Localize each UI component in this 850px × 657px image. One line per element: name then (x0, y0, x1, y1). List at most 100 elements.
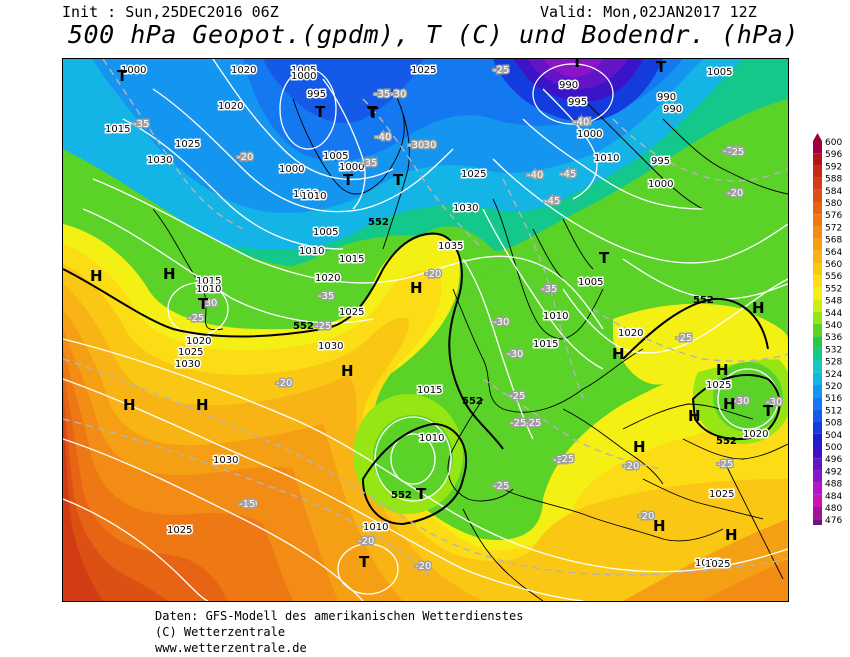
isohypse-label: 552 (716, 436, 737, 447)
legend-swatch (813, 311, 822, 324)
temperature-label: -35 (374, 89, 390, 100)
pressure-label: 1010 (363, 522, 388, 533)
temperature-label: -25 (676, 333, 692, 344)
legend-level-label: 568 (825, 236, 842, 246)
legend-level-label: 540 (825, 321, 842, 331)
temperature-label: -25 (558, 454, 574, 465)
legend-level-label: 592 (825, 162, 842, 172)
pressure-center-marker: T (343, 171, 354, 189)
temperature-label: -25 (509, 391, 525, 402)
legend-swatch (813, 494, 822, 507)
pressure-label: 1000 (577, 129, 602, 140)
pressure-label: 1020 (218, 101, 243, 112)
pressure-label: 995 (307, 89, 326, 100)
pressure-center-marker: T (416, 485, 427, 503)
pressure-label: 1035 (438, 241, 463, 252)
pressure-label: 1025 (175, 139, 200, 150)
pressure-center-marker: H (723, 395, 736, 413)
pressure-center-marker: T (656, 59, 667, 76)
legend-level-label: 588 (825, 175, 842, 185)
pressure-label: 990 (559, 80, 578, 91)
legend-swatch (813, 482, 822, 495)
legend-swatch (813, 470, 822, 483)
legend-level-label: 484 (825, 492, 842, 502)
legend-swatch (813, 458, 822, 471)
pressure-label: 995 (651, 156, 670, 167)
temperature-label: -40 (573, 117, 589, 128)
temperature-label: -35 (575, 117, 591, 128)
pressure-label: 1010 (301, 191, 326, 202)
legend-level-label: 512 (825, 406, 842, 416)
temperature-isotherms (63, 59, 788, 580)
temperature-label: -30 (733, 396, 749, 407)
temperature-label: -35 (541, 284, 557, 295)
pressure-center-marker: H (716, 361, 729, 379)
pressure-center-marker: T (599, 249, 610, 267)
legend-swatch (813, 202, 822, 215)
temperature-label: -30 (766, 397, 782, 408)
pressure-label: 1010 (196, 284, 221, 295)
pressure-center-marker: H (752, 299, 765, 317)
pressure-label: 1025 (167, 525, 192, 536)
legend-swatch (813, 263, 822, 276)
legend-level-label: 480 (825, 504, 842, 514)
pressure-label: 1005 (291, 65, 316, 76)
pressure-center-marker: H (410, 279, 423, 297)
pressure-label: 1005 (707, 67, 732, 78)
pressure-center-marker: H (123, 396, 136, 414)
pressure-label: 1025 (178, 347, 203, 358)
temperature-label: -20 (425, 269, 441, 280)
pressure-center-marker: H (341, 362, 354, 380)
legend-swatch (813, 250, 822, 263)
temperature-label: -25 (728, 147, 744, 158)
pressure-label: 1005 (323, 151, 348, 162)
legend-swatch (813, 409, 822, 422)
isohypse-label: 552 (368, 217, 389, 228)
pressure-label: 1015 (105, 124, 130, 135)
pressure-label: 1030 (453, 203, 478, 214)
temperature-labels: -25-30-35-40-35-30-30-35-20-25-30-35-25-… (132, 64, 784, 574)
pressure-center-marker: H (633, 438, 646, 456)
temperature-label: -30 (493, 317, 509, 328)
legend-level-label: 580 (825, 199, 842, 209)
legend-level-label: 528 (825, 358, 842, 368)
temperature-label: -45 (560, 169, 576, 180)
pressure-center-marker: H (653, 517, 666, 535)
pressure-center-marker: H (725, 526, 738, 544)
temperature-label: -30 (201, 298, 217, 309)
pressure-label: 1025 (705, 559, 730, 570)
pressure-label: 1020 (618, 328, 643, 339)
pressure-label: 1020 (186, 336, 211, 347)
isohypse-labels: 552 552 552 552 552 552 (293, 217, 737, 501)
legend-level-label: 496 (825, 455, 842, 465)
legend-swatch (813, 189, 822, 202)
valid-time-label: Valid: Mon,02JAN2017 12Z (540, 3, 757, 21)
temperature-label: -25 (723, 146, 739, 157)
temperature-label: -20 (276, 378, 292, 389)
pressure-label: 1020 (743, 429, 768, 440)
weather-map: 1000 1020 1005 1000 1025 995 1020 1015 1025 1030 1… (62, 58, 789, 602)
pressure-label: 1010 (299, 246, 324, 257)
legend-swatch (813, 360, 822, 373)
pressure-center-marker: H (163, 265, 176, 283)
pressure-label: 1025 (411, 65, 436, 76)
legend-level-label: 492 (825, 467, 842, 477)
isohypse-label: 552 (293, 321, 314, 332)
pressure-center-marker: H (688, 407, 701, 425)
legend-level-label: 532 (825, 345, 842, 355)
pressure-center-marker: T (315, 103, 326, 121)
pressure-center-marker: T (393, 171, 404, 189)
pressure-label: 990 (657, 92, 676, 103)
legend-top-arrow (813, 133, 822, 141)
legend-level-label: 520 (825, 382, 842, 392)
legend-level-label: 596 (825, 150, 842, 160)
legend-level-label: 488 (825, 480, 842, 490)
temperature-label: -15 (239, 499, 255, 510)
temperature-label: -20 (638, 511, 654, 522)
pressure-center-marker: H (196, 396, 209, 414)
temperature-label: -25 (493, 65, 509, 76)
legend-level-label: 476 (825, 516, 842, 525)
legend-swatch (813, 177, 822, 190)
isobars (63, 59, 788, 601)
